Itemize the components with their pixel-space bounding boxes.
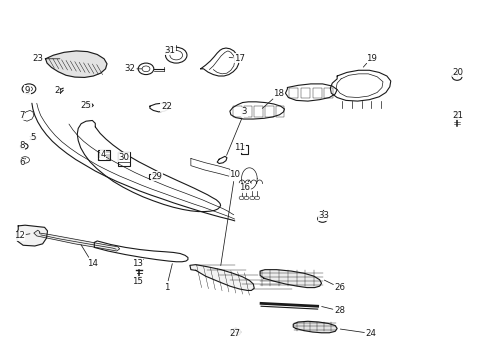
- Text: 20: 20: [452, 68, 463, 77]
- Text: 7: 7: [20, 111, 25, 120]
- Bar: [312, 88, 321, 98]
- Bar: [289, 88, 298, 98]
- Text: 29: 29: [151, 172, 162, 181]
- Text: 33: 33: [318, 211, 329, 220]
- Text: 11: 11: [234, 143, 244, 152]
- Polygon shape: [16, 225, 47, 246]
- Text: 1: 1: [163, 283, 169, 292]
- Text: 22: 22: [161, 102, 172, 111]
- Text: 30: 30: [118, 153, 129, 162]
- Text: 32: 32: [124, 64, 135, 73]
- Bar: [324, 88, 332, 98]
- Text: 15: 15: [131, 276, 142, 285]
- Text: 24: 24: [365, 329, 376, 338]
- Bar: [301, 88, 309, 98]
- Polygon shape: [34, 230, 120, 251]
- Polygon shape: [189, 265, 254, 291]
- Text: 3: 3: [241, 107, 247, 116]
- Bar: [243, 106, 252, 117]
- Bar: [98, 149, 110, 160]
- Text: 13: 13: [131, 259, 142, 268]
- Bar: [149, 174, 158, 179]
- Bar: [118, 152, 130, 166]
- Text: 23: 23: [33, 54, 43, 63]
- Text: 27: 27: [229, 329, 240, 338]
- Bar: [240, 145, 248, 154]
- Text: 6: 6: [20, 158, 25, 167]
- Text: 18: 18: [273, 89, 284, 98]
- Polygon shape: [260, 270, 321, 288]
- Text: 16: 16: [239, 183, 249, 192]
- Polygon shape: [45, 51, 107, 77]
- Text: 4: 4: [100, 150, 105, 159]
- Bar: [232, 106, 241, 117]
- Text: 2: 2: [54, 86, 60, 95]
- Text: 12: 12: [14, 231, 25, 240]
- Bar: [254, 106, 263, 117]
- Text: 19: 19: [365, 54, 376, 63]
- Text: 9: 9: [25, 86, 30, 95]
- Text: 21: 21: [452, 111, 463, 120]
- Text: 10: 10: [229, 170, 240, 179]
- Text: 17: 17: [234, 54, 244, 63]
- Text: 14: 14: [87, 259, 98, 268]
- Bar: [264, 106, 273, 117]
- Text: 5: 5: [30, 133, 36, 142]
- Text: 25: 25: [81, 101, 91, 110]
- Text: 31: 31: [164, 46, 176, 55]
- Bar: [275, 106, 284, 117]
- Text: 28: 28: [333, 306, 345, 315]
- Text: 26: 26: [333, 283, 345, 292]
- Polygon shape: [293, 321, 336, 333]
- Text: 8: 8: [20, 141, 25, 150]
